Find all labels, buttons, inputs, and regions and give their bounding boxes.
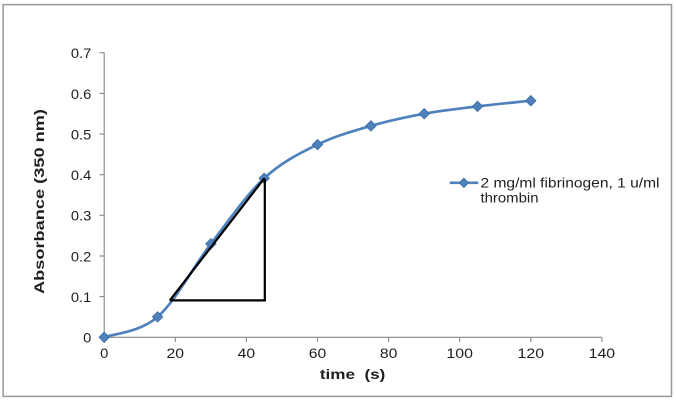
svg-text:0: 0: [83, 331, 91, 346]
svg-text:140: 140: [589, 346, 616, 361]
svg-text:0.7: 0.7: [71, 46, 91, 61]
svg-text:120: 120: [518, 346, 545, 361]
svg-text:20: 20: [167, 346, 185, 361]
svg-text:0.2: 0.2: [71, 249, 91, 264]
svg-text:Absorbance (350 nm): Absorbance (350 nm): [32, 109, 47, 294]
svg-text:80: 80: [380, 346, 398, 361]
svg-text:0.3: 0.3: [71, 209, 91, 224]
svg-text:0.1: 0.1: [71, 290, 91, 305]
svg-text:0.6: 0.6: [71, 87, 91, 102]
svg-text:0.5: 0.5: [71, 127, 91, 142]
svg-text:0.4: 0.4: [71, 168, 92, 183]
svg-text:0: 0: [100, 346, 108, 361]
svg-text:60: 60: [309, 346, 327, 361]
svg-text:100: 100: [446, 346, 473, 361]
svg-text:thrombin: thrombin: [481, 191, 539, 206]
svg-text:2 mg/ml fibrinogen, 1 u/ml: 2 mg/ml fibrinogen, 1 u/ml: [481, 176, 660, 191]
svg-text:time (s): time (s): [320, 367, 386, 382]
svg-text:40: 40: [238, 346, 256, 361]
